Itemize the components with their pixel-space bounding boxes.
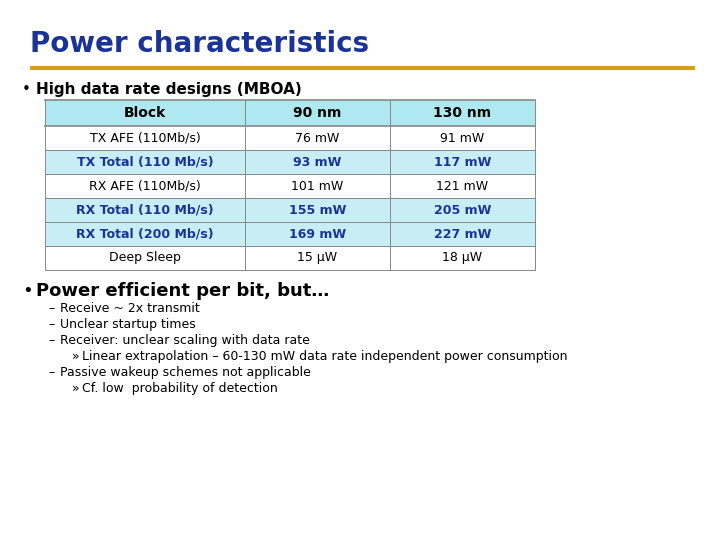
Bar <box>245 100 390 126</box>
Text: 91 mW: 91 mW <box>441 132 485 145</box>
Bar <box>45 198 245 222</box>
Bar <box>45 126 245 150</box>
Text: »: » <box>72 382 80 395</box>
Text: RX AFE (110Mb/s): RX AFE (110Mb/s) <box>89 179 201 192</box>
Text: 101 mW: 101 mW <box>292 179 343 192</box>
Text: 15 μW: 15 μW <box>297 252 338 265</box>
Text: 18 μW: 18 μW <box>442 252 482 265</box>
Bar <box>390 198 535 222</box>
Text: Power efficient per bit, but…: Power efficient per bit, but… <box>36 282 329 300</box>
Bar <box>45 246 245 270</box>
Text: –: – <box>48 302 54 315</box>
Text: Cf. low  probability of detection: Cf. low probability of detection <box>82 382 278 395</box>
Bar <box>390 100 535 126</box>
Text: –: – <box>48 318 54 331</box>
Bar <box>390 246 535 270</box>
Bar <box>245 246 390 270</box>
Bar <box>390 222 535 246</box>
Bar <box>45 150 245 174</box>
Text: RX Total (200 Mb/s): RX Total (200 Mb/s) <box>76 227 214 240</box>
Text: Passive wakeup schemes not applicable: Passive wakeup schemes not applicable <box>60 366 311 379</box>
Text: Receiver: unclear scaling with data rate: Receiver: unclear scaling with data rate <box>60 334 310 347</box>
Bar <box>45 174 245 198</box>
Text: 205 mW: 205 mW <box>434 204 491 217</box>
Text: RX Total (110 Mb/s): RX Total (110 Mb/s) <box>76 204 214 217</box>
Text: •: • <box>22 82 31 97</box>
Text: 117 mW: 117 mW <box>434 156 491 168</box>
Bar <box>45 100 245 126</box>
Text: Block: Block <box>124 106 166 120</box>
Bar <box>245 222 390 246</box>
Bar <box>390 126 535 150</box>
Text: 121 mW: 121 mW <box>436 179 489 192</box>
Text: 169 mW: 169 mW <box>289 227 346 240</box>
Text: Receive ~ 2x transmit: Receive ~ 2x transmit <box>60 302 199 315</box>
Bar <box>390 174 535 198</box>
Bar <box>245 198 390 222</box>
Text: 93 mW: 93 mW <box>293 156 342 168</box>
Text: Linear extrapolation – 60-130 mW data rate independent power consumption: Linear extrapolation – 60-130 mW data ra… <box>82 350 567 363</box>
Text: –: – <box>48 366 54 379</box>
Bar <box>245 150 390 174</box>
Text: Deep Sleep: Deep Sleep <box>109 252 181 265</box>
Text: High data rate designs (MBOA): High data rate designs (MBOA) <box>36 82 302 97</box>
Text: »: » <box>72 350 80 363</box>
Bar <box>245 174 390 198</box>
Text: –: – <box>48 334 54 347</box>
Text: •: • <box>22 282 32 300</box>
Text: Unclear startup times: Unclear startup times <box>60 318 196 331</box>
Text: Power characteristics: Power characteristics <box>30 30 369 58</box>
Bar <box>390 150 535 174</box>
Bar <box>45 222 245 246</box>
Text: TX Total (110 Mb/s): TX Total (110 Mb/s) <box>77 156 213 168</box>
Text: 130 nm: 130 nm <box>433 106 492 120</box>
Text: TX AFE (110Mb/s): TX AFE (110Mb/s) <box>89 132 200 145</box>
Text: 155 mW: 155 mW <box>289 204 346 217</box>
Text: 227 mW: 227 mW <box>434 227 491 240</box>
Text: 76 mW: 76 mW <box>295 132 340 145</box>
Bar <box>245 126 390 150</box>
Text: 90 nm: 90 nm <box>293 106 342 120</box>
